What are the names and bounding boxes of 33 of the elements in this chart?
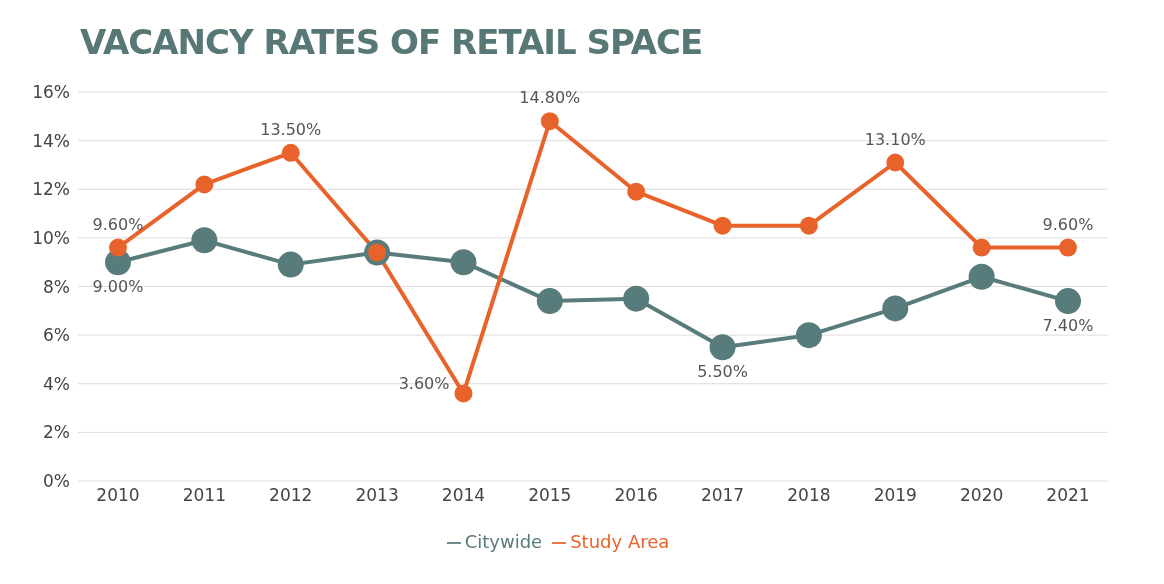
data-label: 13.10% (864, 129, 926, 149)
data-label: 7.40% (1042, 316, 1094, 336)
y-tick-label: 2% (43, 422, 70, 443)
x-tick-label: 2012 (269, 485, 313, 506)
legend-label: Citywide (464, 531, 543, 552)
data-label: 14.80% (519, 88, 581, 108)
y-tick-label: 0% (43, 471, 70, 492)
y-tick-label: 16% (32, 82, 70, 103)
chart-title: VACANCY RATES OF RETAIL SPACE (79, 21, 704, 62)
x-tick-label: 2016 (614, 485, 658, 506)
legend-label: Study Area (570, 531, 670, 552)
x-tick-label: 2015 (528, 485, 572, 506)
data-label: 9.00% (92, 277, 144, 297)
y-tick-label: 6% (43, 325, 70, 346)
y-tick-label: 14% (32, 130, 70, 151)
x-tick-label: 2019 (873, 485, 917, 506)
x-tick-label: 2017 (700, 485, 745, 506)
x-tick-label: 2010 (96, 485, 140, 506)
data-label: 13.50% (260, 119, 322, 139)
data-label: 5.50% (697, 362, 748, 382)
x-tick-label: 2014 (441, 485, 486, 506)
data-label: 3.60% (398, 374, 450, 394)
data-label: 9.60% (92, 214, 144, 234)
y-tick-label: 4% (43, 373, 70, 394)
x-tick-label: 2011 (182, 485, 226, 506)
x-tick-label: 2020 (960, 485, 1004, 506)
data-label: 9.60% (1042, 214, 1094, 234)
y-tick-label: 10% (32, 227, 70, 248)
x-tick-label: 2018 (787, 485, 831, 506)
x-tick-label: 2013 (355, 485, 399, 506)
y-tick-label: 8% (43, 276, 70, 297)
y-tick-label: 12% (32, 179, 70, 200)
x-tick-label: 2021 (1046, 485, 1090, 506)
